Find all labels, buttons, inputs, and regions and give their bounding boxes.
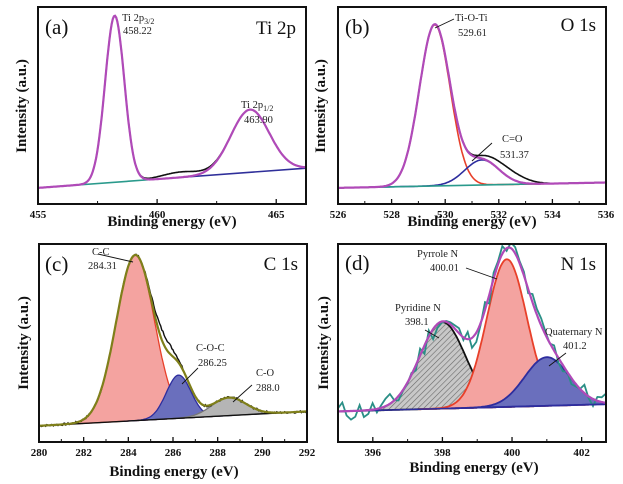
panel-a-frame [37,6,307,205]
panel-a-plot-area [38,14,306,189]
panel-a-raw-data-line [38,14,306,189]
panel-c-element-label: C 1s [264,254,298,275]
panel-c-letter: (c) [45,252,68,276]
panel-b-x-tick-label: 526 [330,209,347,221]
panel-c-peak2-value: 286.25 [198,358,227,369]
panel-b-y-axis-title: Intensity (a.u.) [313,59,329,153]
panel-a-peak1-value: 458.22 [123,26,152,37]
panel-c-x-tick-label: 292 [299,447,316,459]
panel-b-o1s: 526 528 530 532 534 536 (b) O 1s Ti-O-Ti 529.… [313,6,615,230]
panel-b-peak1-value: 529.61 [458,28,487,39]
panel-a-fit-envelope-line [38,14,306,189]
panel-b-x-tick-label: 530 [437,209,454,221]
panel-a-peak2-subscript: 1/2 [263,104,273,113]
panel-c-plot-area [39,253,307,428]
panel-d-plot-area [338,244,606,421]
panel-d-peak2-leader-line [424,329,440,339]
panel-d-y-axis-title: Intensity (a.u.) [316,296,332,390]
panel-d-peak1-leader-line [465,267,498,280]
panel-d-peak1-value: 400.01 [430,263,459,274]
panel-b-element-label: O 1s [561,15,596,36]
panel-d-peak1-name: Pyrrole N [417,249,459,260]
panel-b-peak2-name: C=O [502,134,523,145]
panel-c-x-ticks: 280 282 284 286 288 290 292 [31,437,316,459]
panel-a-peak1-label: Ti 2p3/2 [122,13,154,26]
panel-d-x-axis-title: Binding energy (eV) [409,460,538,476]
panel-d-element-label: N 1s [561,254,596,275]
panel-c-peak3-name: C-O [256,368,275,379]
panel-d-x-tick-label: 400 [504,447,521,459]
panel-d-peak2-value: 398.1 [405,317,429,328]
panel-b-x-tick-label: 534 [544,209,561,221]
panel-b-letter: (b) [345,15,370,39]
panel-a-peak2-name: Ti 2p [241,100,263,111]
panel-a-x-axis-title: Binding energy (eV) [107,214,236,230]
panel-b-peak1-name: Ti-O-Ti [455,13,488,24]
panel-d-peak3-name: Quaternary N [545,327,603,338]
panel-d-peak3-leader-line [548,352,567,367]
panel-c-peak1-leader-line [97,253,134,263]
panel-d-peak3-value: 401.2 [563,341,587,352]
panel-a-x-tick-label: 460 [149,209,166,221]
panel-c-x-tick-label: 280 [31,447,48,459]
panel-c-peak1-name: C-C [92,247,110,258]
panel-c-c1s: 280 282 284 286 288 290 292 (c) C 1s C-C 284.3… [16,243,316,480]
panel-a-peak1-name: Ti 2p [122,13,144,24]
panel-b-plot-area [338,23,606,189]
panel-d-fit-envelope-line [338,246,606,413]
panel-c-peak2-leader-line [181,367,199,385]
panel-b-peak2-value: 531.37 [500,150,529,161]
panel-a-y-axis-title: Intensity (a.u.) [14,59,30,153]
panel-b-x-ticks: 526 528 530 532 534 536 [330,199,615,221]
panel-a-peak2-label: Ti 2p1/2 [241,100,273,113]
panel-b-x-axis-title: Binding energy (eV) [407,214,536,230]
panel-c-background-line [39,410,307,427]
panel-c-fit-envelope-line [39,253,307,427]
panel-d-letter: (d) [345,251,370,275]
panel-c-x-tick-label: 282 [75,447,92,459]
panel-b-fit-envelope-line [338,23,606,189]
panel-b-x-tick-label: 528 [383,209,400,221]
panel-c-peak3-leader-line [232,384,253,403]
panel-b-peak1-leader-line [434,18,455,29]
panel-d-x-tick-label: 402 [573,447,590,459]
panel-d-x-tick-label: 398 [434,447,451,459]
panel-a-letter: (a) [45,15,68,39]
panel-b-x-tick-label: 532 [491,209,508,221]
panel-c-x-tick-label: 288 [209,447,226,459]
panel-c-x-axis-title: Binding energy (eV) [109,464,238,480]
panel-a-x-tick-label: 465 [268,209,285,221]
panel-a-peak2-value: 463.90 [244,115,273,126]
panel-d-n1s: 396 398 400 402 (d) N 1s Pyrrole N 400.01 P… [316,243,607,476]
panel-d-x-ticks: 396 398 400 402 [337,437,590,459]
panel-a-peak1-subscript: 3/2 [144,17,154,26]
panel-d-raw-data-line [338,244,606,421]
panel-d-frame [337,243,607,443]
panel-d-x-tick-label: 396 [365,447,382,459]
panel-a-x-ticks: 455 460 465 [30,199,285,221]
panel-c-y-axis-title: Intensity (a.u.) [16,296,32,390]
panel-d-peak2-name: Pyridine N [395,303,441,314]
panel-c-x-tick-label: 284 [120,447,137,459]
panel-d-background-line [338,403,606,413]
panel-c-x-tick-label: 286 [165,447,182,459]
panel-c-peak2-name: C-O-C [196,343,225,354]
panel-b-peak2-leader-line [471,142,493,162]
panel-c-x-tick-label: 290 [254,447,271,459]
panel-c-peak1-value: 284.31 [88,261,117,272]
panel-a-x-tick-label: 455 [30,209,47,221]
panel-b-x-tick-label: 536 [598,209,615,221]
panel-a-ti2p: 455 460 465 (a) Ti 2p Ti 2p3/2 458.22 Ti 2… [14,6,307,230]
panel-c-peak3-value: 288.0 [256,383,280,394]
panel-a-element-label: Ti 2p [256,18,296,39]
